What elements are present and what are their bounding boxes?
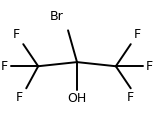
Text: F: F	[13, 28, 20, 41]
Text: F: F	[134, 28, 141, 41]
Text: Br: Br	[50, 10, 64, 23]
Text: OH: OH	[67, 92, 87, 105]
Text: F: F	[1, 60, 8, 73]
Text: F: F	[146, 60, 153, 73]
Text: F: F	[127, 91, 134, 104]
Text: F: F	[16, 91, 23, 104]
